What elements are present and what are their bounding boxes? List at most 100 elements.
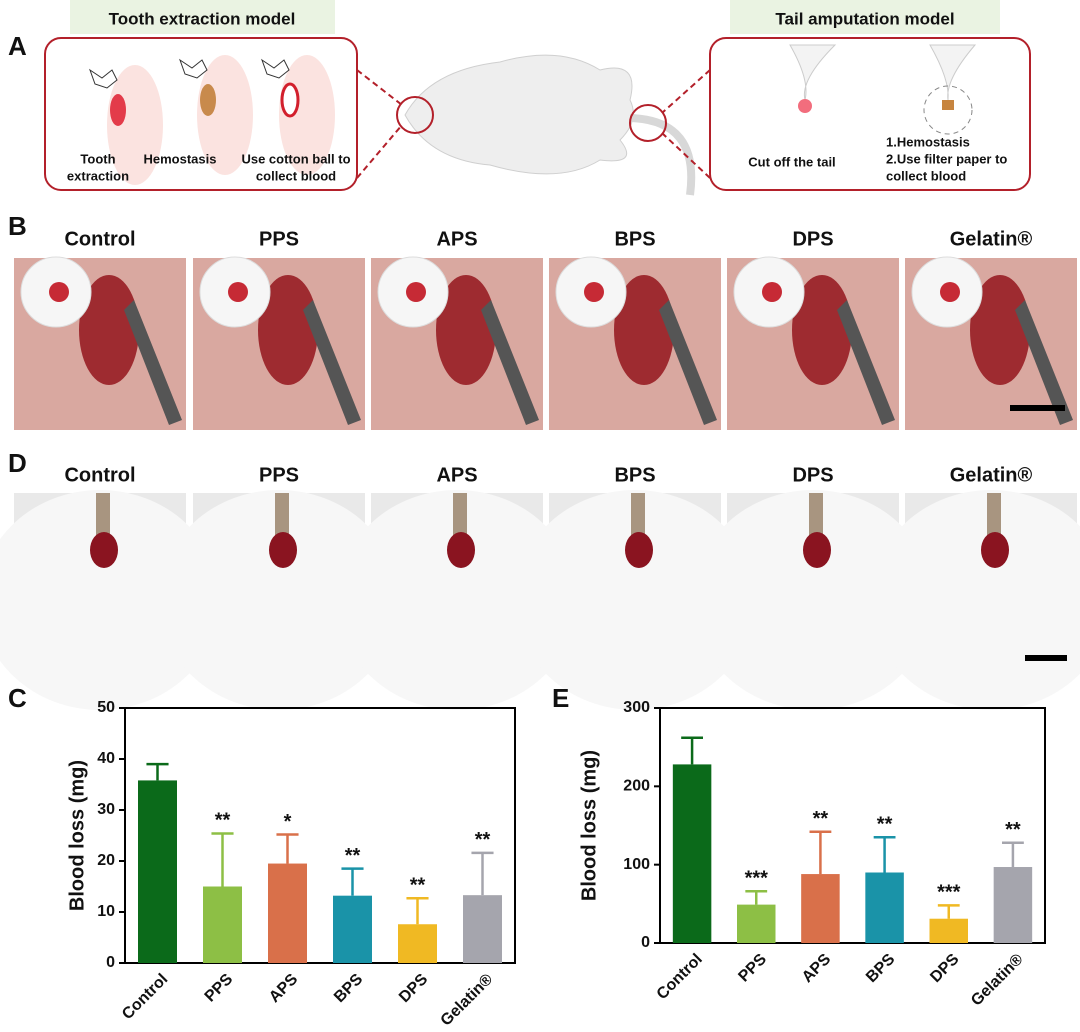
tail-stub <box>631 493 645 543</box>
error-bar <box>211 832 234 887</box>
plot-frame <box>124 707 516 964</box>
zoom-line <box>356 69 403 106</box>
error-bar <box>745 890 768 905</box>
filter-paper <box>693 490 933 710</box>
tooth-model-title: Tooth extraction model <box>109 9 296 28</box>
bar <box>463 895 502 963</box>
bar <box>737 904 776 943</box>
column-label: Gelatin® <box>950 228 1033 250</box>
panel-letter: C <box>8 683 27 713</box>
blood-spot <box>228 282 248 302</box>
tooth-title-bg <box>70 0 335 34</box>
tooth <box>261 58 290 79</box>
step-label: Cut off the tail <box>748 154 835 169</box>
zoom-hemostasis <box>923 85 973 135</box>
gum <box>107 65 163 185</box>
bar <box>398 924 437 963</box>
column-label: APS <box>436 228 477 250</box>
y-tick-label: 0 <box>106 954 115 971</box>
forceps <box>481 300 539 425</box>
panel-letter: A <box>8 31 27 61</box>
significance: ** <box>410 875 426 897</box>
step-label: 1.Hemostasis <box>886 134 970 149</box>
tail-sketch <box>789 44 837 101</box>
wound <box>79 275 139 385</box>
tail-sketch <box>929 44 977 101</box>
y-tick-label: 20 <box>97 852 115 869</box>
zoom-line <box>661 132 711 179</box>
y-axis-label: Blood loss (mg) <box>66 760 88 911</box>
tail-box <box>709 37 1031 191</box>
significance: ** <box>345 845 361 867</box>
x-tick-label: BPS <box>863 951 899 987</box>
bar <box>138 780 177 963</box>
wound <box>614 275 674 385</box>
filter-paper <box>0 490 220 710</box>
forceps <box>303 300 361 425</box>
step-label: collect blood <box>886 168 966 183</box>
x-tick-label: APS <box>266 971 302 1007</box>
zoom-head <box>396 96 434 134</box>
forceps <box>124 300 182 425</box>
x-tick-label: Control <box>654 951 706 1003</box>
forceps <box>659 300 717 425</box>
zoom-line <box>356 124 403 179</box>
filter-paper <box>337 490 577 710</box>
forceps <box>837 300 895 425</box>
error-bar <box>276 833 299 864</box>
socket <box>200 84 216 116</box>
filter-paper <box>159 490 399 710</box>
y-tick-label: 300 <box>623 699 650 716</box>
blood-stain <box>447 532 475 568</box>
scale-bar <box>1025 655 1067 661</box>
filter-paper <box>515 490 755 710</box>
error-bar <box>406 896 429 925</box>
bar <box>203 886 242 963</box>
bar <box>993 867 1033 943</box>
panel-letter: D <box>8 448 27 478</box>
filter-paper <box>871 490 1080 710</box>
panel-letter: B <box>8 211 27 241</box>
bar <box>672 764 712 943</box>
step-label: Use cotton ball to <box>241 151 350 166</box>
significance: *** <box>937 882 961 904</box>
column-label: APS <box>436 464 477 486</box>
column-label: Control <box>64 228 135 250</box>
rat-body <box>404 54 634 175</box>
x-tick-label: PPS <box>202 971 237 1006</box>
plot-frame <box>659 707 1046 944</box>
y-tick-label: 40 <box>97 750 115 767</box>
column-label: DPS <box>792 464 833 486</box>
bar <box>865 872 904 943</box>
wound <box>792 275 852 385</box>
significance: ** <box>215 810 231 832</box>
x-tick-label: Control <box>119 971 171 1023</box>
column-label: BPS <box>614 464 655 486</box>
hemostat <box>942 100 954 110</box>
error-bar <box>681 736 703 765</box>
column-label: DPS <box>792 228 833 250</box>
error-bar <box>341 867 364 896</box>
step-label: 2.Use filter paper to <box>886 151 1007 166</box>
y-tick-label: 100 <box>623 856 650 873</box>
tail-title-bg <box>730 0 1000 34</box>
socket <box>110 94 126 126</box>
significance: ** <box>475 829 491 851</box>
gum <box>197 55 253 175</box>
y-tick-label: 50 <box>97 699 115 716</box>
x-tick-label: DPS <box>396 971 432 1007</box>
y-axis-label: Blood loss (mg) <box>578 750 600 901</box>
socket <box>280 82 300 118</box>
zoom-line <box>661 69 711 114</box>
wound <box>970 275 1030 385</box>
blood-drop <box>798 99 812 113</box>
y-tick-label: 0 <box>641 934 650 951</box>
error-bar <box>146 762 169 781</box>
column-label: Control <box>64 464 135 486</box>
step-label: collect blood <box>256 168 336 183</box>
tail-model-title: Tail amputation model <box>775 9 954 28</box>
significance: ** <box>1005 819 1021 841</box>
blood-spot <box>940 282 960 302</box>
x-tick-label: PPS <box>735 951 770 986</box>
